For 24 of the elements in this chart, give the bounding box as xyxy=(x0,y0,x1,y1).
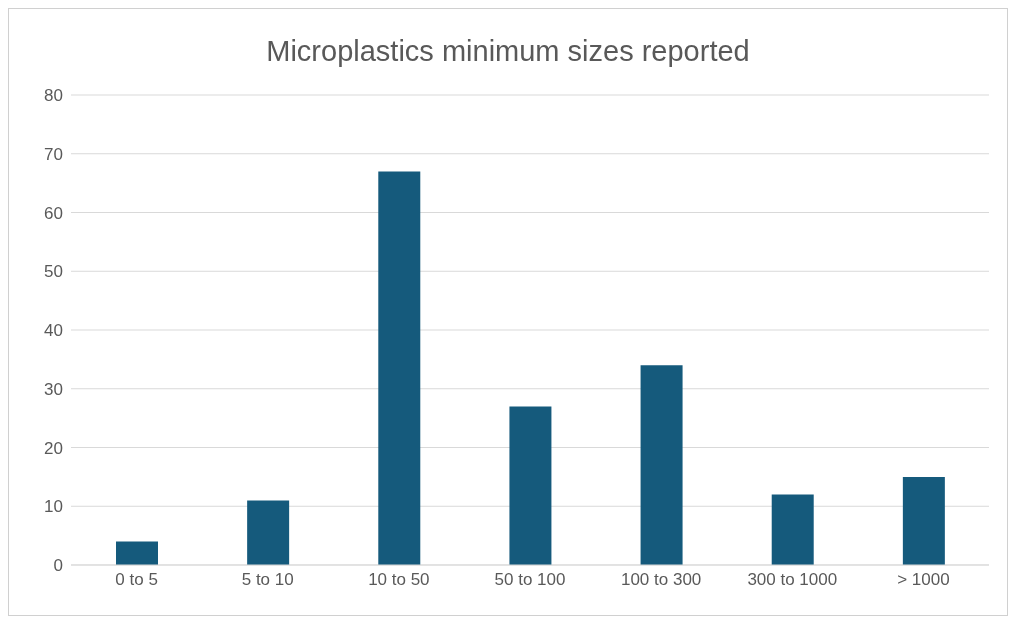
bar xyxy=(640,365,683,565)
bar xyxy=(771,494,814,565)
y-tick-label: 70 xyxy=(44,144,63,164)
y-tick-label: 10 xyxy=(44,497,63,517)
y-tick-label: 30 xyxy=(44,379,63,399)
x-tick-label: 300 to 1000 xyxy=(747,570,838,590)
x-tick-label: 0 to 5 xyxy=(115,570,158,590)
x-tick-label: 10 to 50 xyxy=(368,570,430,590)
y-tick-label: 80 xyxy=(44,86,63,106)
bar xyxy=(116,541,158,565)
bar xyxy=(902,476,945,565)
x-tick-label: 50 to 100 xyxy=(494,570,566,590)
x-tick-label: 100 to 300 xyxy=(620,570,702,590)
y-tick-label: 50 xyxy=(44,262,63,282)
bar xyxy=(247,500,290,565)
y-tick-label: 0 xyxy=(53,556,63,576)
y-tick-label: 40 xyxy=(44,321,63,341)
chart-title: Microplastics minimum sizes reported xyxy=(265,35,751,69)
x-tick-label: > 1000 xyxy=(897,570,950,590)
x-tick-label: 5 to 10 xyxy=(241,570,294,590)
bar xyxy=(509,406,552,565)
y-tick-label: 60 xyxy=(44,203,63,223)
bar xyxy=(378,171,421,565)
y-tick-label: 20 xyxy=(44,438,63,458)
